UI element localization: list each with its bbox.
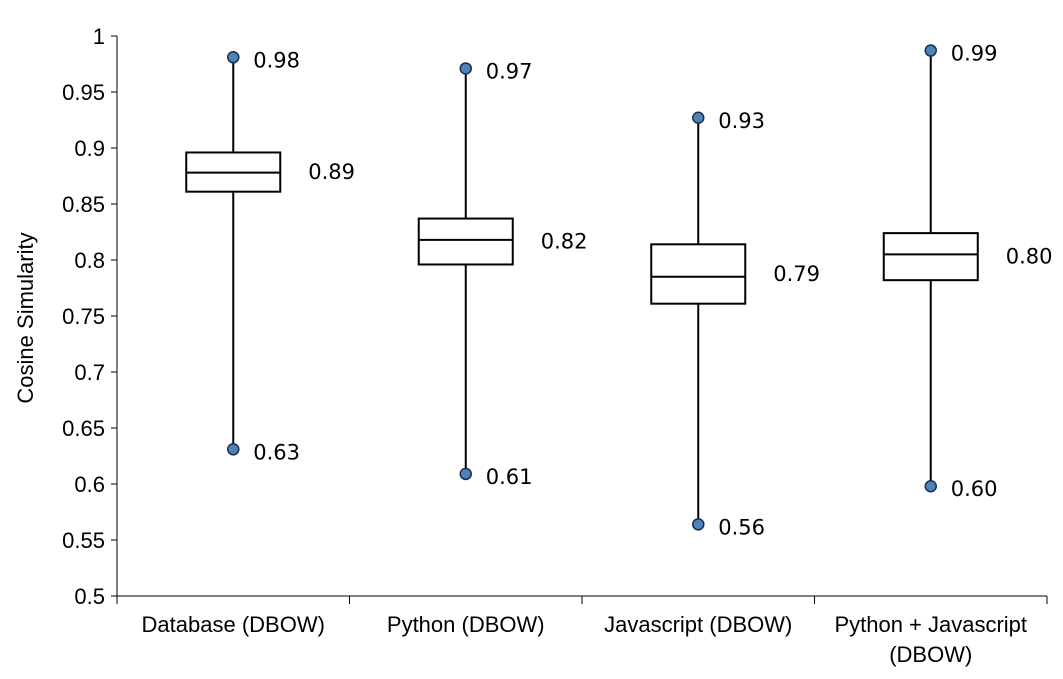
max-marker (924, 44, 937, 57)
max-label: 0.98 (253, 48, 300, 72)
max-marker (459, 62, 472, 75)
y-tick-label: 0.95 (62, 80, 105, 105)
min-marker (924, 479, 937, 493)
y-tick-label: 0.9 (74, 136, 105, 161)
box (650, 243, 747, 305)
category-label: Javascript (DBOW) (604, 612, 792, 637)
category-label: (DBOW) (889, 642, 972, 667)
box-group: 0.97 0.61 0.82 (417, 59, 588, 489)
y-tick-label: 0.7 (74, 360, 105, 385)
box-group: 0.99 0.60 0.80 (882, 42, 1053, 501)
max-label: 0.97 (486, 59, 533, 83)
y-tick-label: 0.6 (74, 472, 105, 497)
box-group: 0.98 0.63 0.89 (185, 48, 355, 464)
category-label: Database (DBOW) (142, 612, 325, 637)
median-label: 0.89 (308, 160, 355, 184)
min-label: 0.56 (718, 515, 765, 539)
max-label: 0.93 (718, 109, 765, 133)
max-marker (227, 51, 240, 64)
min-label: 0.63 (253, 440, 300, 464)
category-label: Python (DBOW) (387, 612, 545, 637)
y-axis-title: Cosine Simularity (13, 232, 38, 403)
median-label: 0.79 (773, 262, 820, 286)
max-marker (692, 111, 705, 125)
max-label: 0.99 (951, 42, 998, 66)
min-marker (692, 518, 705, 531)
y-tick-label: 1 (93, 24, 105, 49)
min-marker (227, 443, 240, 456)
y-tick-label: 0.55 (62, 528, 105, 553)
axes: 0.5 0.55 0.6 0.65 0.7 0.75 0.8 0.85 0.9 0.95 1 Data… (62, 24, 1048, 667)
y-tick-label: 0.85 (62, 192, 105, 217)
y-tick-label: 0.65 (62, 416, 105, 441)
box-group: 0.93 0.56 0.79 (650, 109, 820, 539)
min-label: 0.60 (951, 477, 998, 501)
box (882, 232, 979, 282)
min-label: 0.61 (486, 465, 533, 489)
box (417, 217, 514, 266)
category-label: Python + Javascript (834, 612, 1027, 637)
y-tick-label: 0.5 (74, 584, 105, 609)
y-tick-label: 0.8 (74, 248, 105, 273)
y-tick-label: 0.75 (62, 304, 105, 329)
median-label: 0.82 (541, 230, 588, 254)
median-label: 0.80 (1006, 245, 1053, 269)
min-marker (459, 467, 472, 481)
plot-marks: 0.98 0.63 0.89 0.97 0.61 0.82 0.93 0.56 0.79 0.99… (185, 42, 1053, 539)
